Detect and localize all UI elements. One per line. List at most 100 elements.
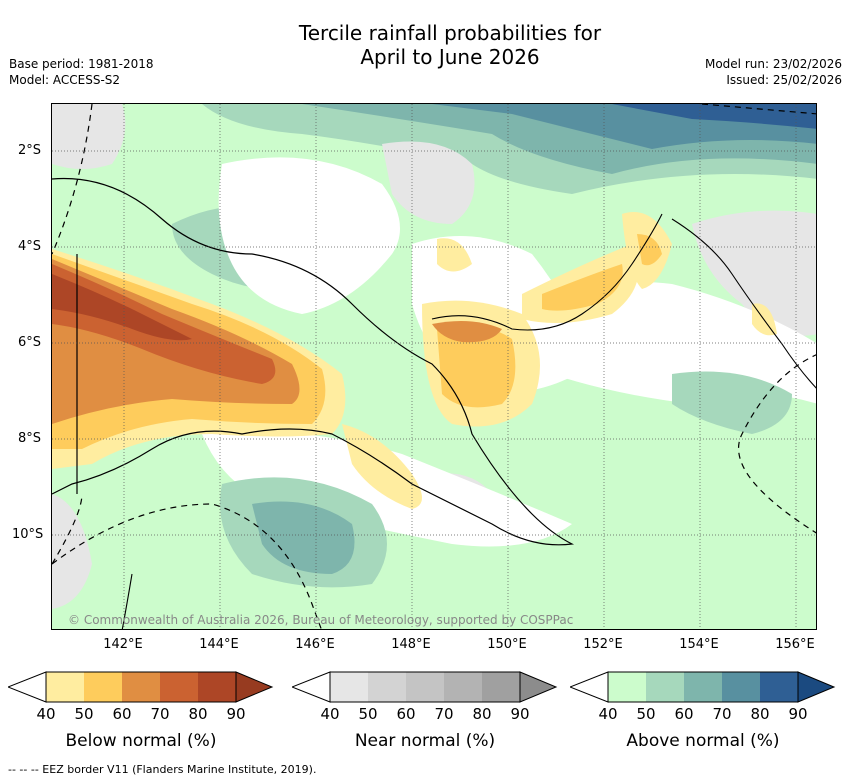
lon-label: 148°E bbox=[391, 637, 431, 652]
above-normal-east-region bbox=[672, 371, 792, 434]
eez-border-line bbox=[52, 104, 93, 255]
colorbar-tick: 50 bbox=[636, 705, 656, 723]
colorbar-swatch bbox=[760, 672, 798, 702]
colorbar-tick: 40 bbox=[320, 705, 340, 723]
colorbar-end-arrow bbox=[235, 671, 274, 703]
colorbar-swatch bbox=[444, 672, 482, 702]
eez-border-line bbox=[701, 104, 816, 115]
colorbar-tick: 80 bbox=[750, 705, 770, 723]
colorbar-tick: 60 bbox=[674, 705, 694, 723]
cape-york-coastline bbox=[121, 573, 133, 629]
below-normal-colorbar bbox=[6, 671, 274, 707]
colorbar-swatch bbox=[722, 672, 760, 702]
colorbar-tick: 70 bbox=[434, 705, 454, 723]
lat-label: 10°S bbox=[12, 527, 44, 542]
above-normal-north-region bbox=[612, 104, 816, 129]
colorbar-end-arrow bbox=[519, 671, 558, 703]
near-normal-legend-label: Near normal (%) bbox=[354, 731, 496, 751]
above-normal-colorbar bbox=[568, 671, 836, 707]
lat-label: 4°S bbox=[18, 239, 42, 254]
colorbar-start-arrow bbox=[290, 671, 331, 703]
near-normal-region bbox=[52, 104, 126, 169]
colorbar-tick: 60 bbox=[112, 705, 132, 723]
colorbar-end-arrow bbox=[797, 671, 836, 703]
graticule bbox=[52, 104, 816, 629]
lon-label: 152°E bbox=[583, 637, 623, 652]
near-normal-colorbar-svg bbox=[290, 671, 558, 703]
colorbar-tick: 80 bbox=[472, 705, 492, 723]
below-normal-region bbox=[637, 234, 662, 266]
colorbar-frame bbox=[607, 671, 799, 703]
colorbar-tick: 50 bbox=[358, 705, 378, 723]
map-title-line1: Tercile rainfall probabilities for bbox=[298, 21, 602, 45]
below-normal-region bbox=[52, 264, 276, 384]
colorbar-tick: 90 bbox=[226, 705, 246, 723]
colorbar-swatch bbox=[482, 672, 520, 702]
below-normal-region bbox=[542, 264, 623, 311]
colorbar-swatch bbox=[608, 672, 646, 702]
colorbar-swatch bbox=[84, 672, 122, 702]
below-normal-colorbar-svg bbox=[6, 671, 274, 703]
copyright-notice: © Commonwealth of Australia 2026, Bureau… bbox=[68, 613, 574, 627]
colorbar-tick: 40 bbox=[598, 705, 618, 723]
colorbar-start-arrow bbox=[568, 671, 609, 703]
lon-label: 154°E bbox=[679, 637, 719, 652]
no-dominant-category-region bbox=[218, 157, 400, 314]
lon-label: 144°E bbox=[199, 637, 239, 652]
near-normal-region bbox=[382, 141, 475, 224]
colorbar-swatch bbox=[406, 672, 444, 702]
colorbar-tick: 60 bbox=[396, 705, 416, 723]
colorbar-tick: 80 bbox=[188, 705, 208, 723]
colorbar-frame bbox=[45, 671, 237, 703]
lat-label: 8°S bbox=[18, 431, 42, 446]
near-normal-colorbar bbox=[290, 671, 558, 707]
bougainville-coastline bbox=[671, 218, 816, 389]
colorbar-swatch bbox=[646, 672, 684, 702]
rainfall-probability-map bbox=[51, 103, 817, 630]
issued-label: Issued: 25/02/2026 bbox=[726, 73, 842, 87]
above-normal-colorbar-svg bbox=[568, 671, 836, 703]
colorbar-swatch bbox=[368, 672, 406, 702]
eez-border-line bbox=[737, 354, 816, 534]
map-title-line2: April to June 2026 bbox=[360, 45, 540, 69]
below-normal-legend-label: Below normal (%) bbox=[65, 731, 217, 751]
new-britain-coastline bbox=[431, 213, 663, 331]
above-normal-south-region bbox=[252, 501, 355, 574]
eez-border-line bbox=[52, 493, 83, 565]
colorbar-tick: 40 bbox=[36, 705, 56, 723]
near-normal-region bbox=[692, 210, 816, 336]
colorbar-tick: 70 bbox=[712, 705, 732, 723]
colorbar-tick: 90 bbox=[788, 705, 808, 723]
colorbar-swatch bbox=[122, 672, 160, 702]
colorbar-tick: 90 bbox=[510, 705, 530, 723]
base-period-label: Base period: 1981-2018 bbox=[9, 57, 154, 71]
lon-label: 156°E bbox=[775, 637, 815, 652]
lon-label: 150°E bbox=[487, 637, 527, 652]
lat-label: 2°S bbox=[18, 143, 42, 158]
model-run-label: Model run: 23/02/2026 bbox=[704, 57, 842, 71]
below-normal-region bbox=[432, 320, 502, 343]
below-normal-region bbox=[342, 424, 422, 509]
colorbar-swatch bbox=[330, 672, 368, 702]
colorbar-frame bbox=[329, 671, 521, 703]
colorbar-tick: 70 bbox=[150, 705, 170, 723]
below-normal-region bbox=[437, 325, 516, 408]
colorbar-swatch bbox=[198, 672, 236, 702]
colorbar-tick: 50 bbox=[74, 705, 94, 723]
new-guinea-coastline bbox=[52, 177, 575, 546]
colorbar-start-arrow bbox=[6, 671, 47, 703]
near-normal-region bbox=[52, 494, 92, 609]
lat-label: 6°S bbox=[18, 335, 42, 350]
colorbar-swatch bbox=[684, 672, 722, 702]
above-normal-legend-label: Above normal (%) bbox=[626, 731, 780, 751]
lon-label: 142°E bbox=[103, 637, 143, 652]
lon-label: 146°E bbox=[295, 637, 335, 652]
eez-footnote: -- -- -- EEZ border V11 (Flanders Marine… bbox=[8, 763, 317, 776]
colorbar-swatch bbox=[160, 672, 198, 702]
eez-border-line bbox=[52, 503, 322, 629]
below-normal-region bbox=[437, 238, 472, 272]
colorbar-swatch bbox=[46, 672, 84, 702]
model-label: Model: ACCESS-S2 bbox=[9, 73, 121, 87]
below-normal-region bbox=[52, 274, 192, 341]
map-canvas bbox=[52, 104, 816, 629]
